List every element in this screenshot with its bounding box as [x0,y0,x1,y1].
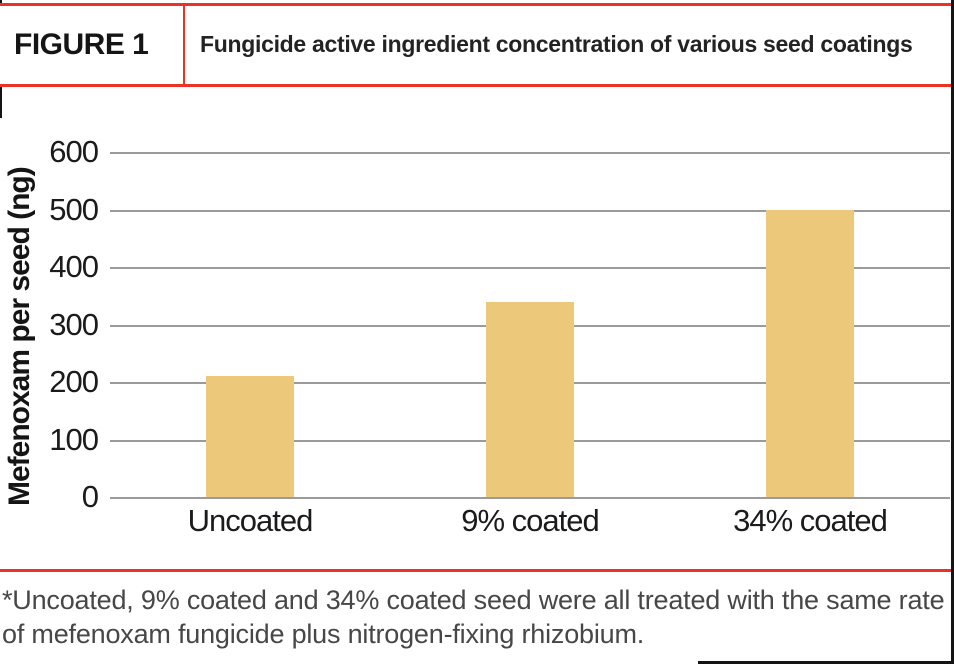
gridline [110,210,950,212]
x-category-label: 9% coated [461,503,600,538]
chart-title: Fungicide active ingredient concentratio… [200,31,913,58]
figure-label-cell: FIGURE 1 [0,6,185,84]
x-category-label: 34% coated [733,503,888,538]
bottom-edge-artifact [698,661,954,664]
y-tick-label: 300 [49,306,99,342]
y-tick-label: 0 [81,479,99,514]
footnote-text: *Uncoated, 9% coated and 34% coated seed… [2,585,945,649]
x-category-label: Uncoated [187,503,314,538]
y-tick-label: 500 [49,191,99,227]
bar [206,376,294,497]
y-tick-label: 100 [49,421,99,457]
y-tick-label: 400 [49,249,99,284]
gridline [110,497,950,499]
red-divider-line [0,569,951,572]
right-edge-artifact [951,0,954,664]
figure-label: FIGURE 1 [14,28,149,61]
plot-area [110,152,950,499]
figure-header: FIGURE 1 Fungicide active ingredient con… [0,3,951,87]
bar [486,301,574,497]
y-tick-label: 600 [49,134,99,169]
gridline [110,152,950,154]
y-tick-label: 200 [49,364,99,399]
figure-title-cell: Fungicide active ingredient concentratio… [185,6,951,84]
gridline [110,267,950,269]
bar [766,209,854,497]
